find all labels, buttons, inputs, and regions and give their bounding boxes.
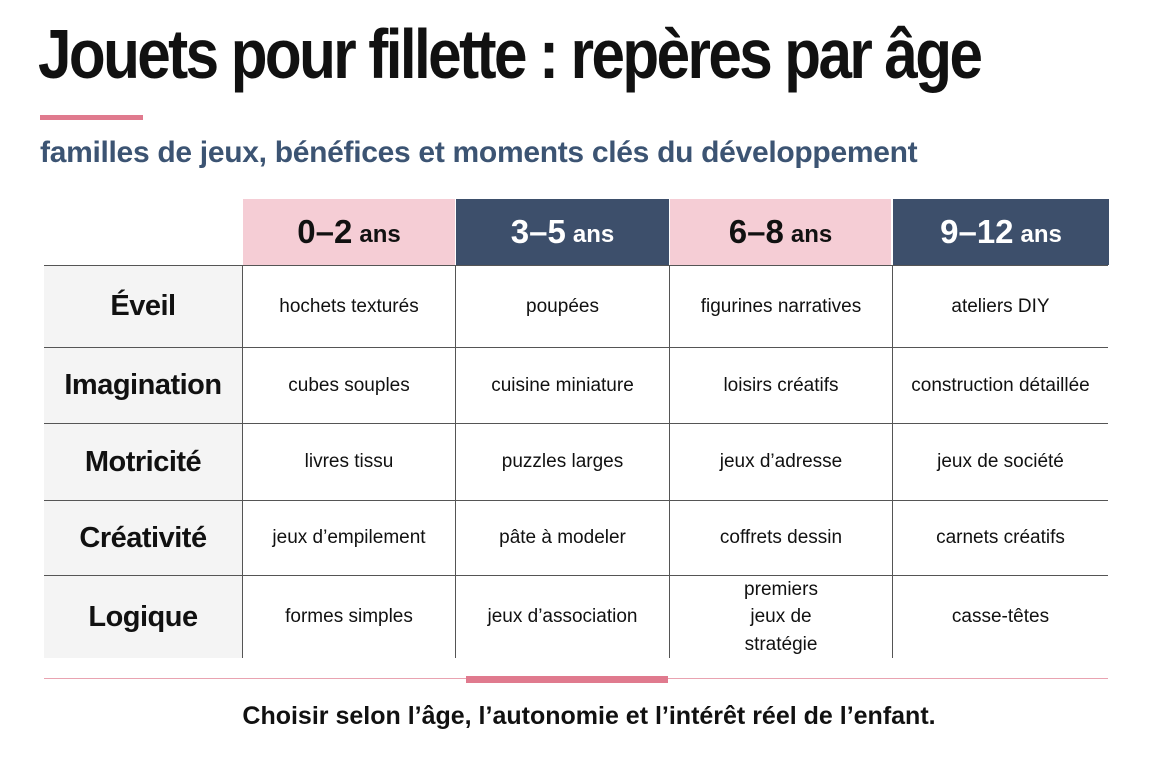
- age-header-6-8: 6–8 ans: [670, 199, 891, 265]
- footer-accent-bar: [466, 676, 668, 683]
- table-cell: ateliers DIY: [951, 295, 1050, 317]
- table-cell: pâte à modeler: [499, 527, 626, 549]
- table-cell: cubes souples: [288, 374, 410, 396]
- table-divider: [892, 265, 893, 658]
- age-unit: ans: [1020, 221, 1062, 248]
- table-cell: formes simples: [285, 606, 413, 628]
- table-rule: [44, 423, 1108, 424]
- age-range: 6–8: [728, 213, 784, 250]
- age-header-0-2: 0–2 ans: [243, 199, 455, 265]
- page-title: Jouets pour fillette : repères par âge: [38, 15, 983, 93]
- table-cell: puzzles larges: [501, 451, 624, 473]
- table-cell: cuisine miniature: [491, 374, 634, 396]
- table-rule: [44, 265, 1108, 266]
- age-range: 9–12: [940, 213, 1014, 250]
- table-cell: jeux d’association: [487, 606, 638, 628]
- table-cell: jeux de société: [937, 451, 1064, 473]
- age-range: 0–2: [297, 213, 353, 250]
- row-label-imagination: Imagination: [44, 348, 242, 423]
- row-label-creativite: Créativité: [44, 501, 242, 575]
- table-cell: poupées: [526, 295, 599, 317]
- table-divider: [455, 265, 456, 658]
- age-unit: ans: [359, 221, 401, 248]
- age-range: 3–5: [510, 213, 566, 250]
- table-divider: [669, 265, 670, 658]
- age-unit: ans: [790, 221, 833, 248]
- age-header-3-5: 3–5 ans: [456, 199, 669, 265]
- table-cell: livres tissu: [304, 451, 394, 473]
- table-cell: hochets texturés: [279, 295, 419, 317]
- table-cell: carnets créatifs: [936, 527, 1065, 549]
- table-cell: jeux d’adresse: [719, 451, 843, 473]
- table-cell: premiers jeux de stratégie: [744, 578, 818, 655]
- table-cell: construction détaillée: [911, 374, 1090, 396]
- table-divider: [242, 265, 243, 658]
- age-header-9-12: 9–12 ans: [893, 199, 1109, 265]
- table-rule: [44, 347, 1108, 348]
- table-cell: coffrets dessin: [719, 527, 843, 549]
- row-label-motricite: Motricité: [44, 424, 242, 500]
- table-rule: [44, 500, 1108, 501]
- age-unit: ans: [572, 221, 615, 248]
- table-cell: figurines narratives: [700, 295, 862, 317]
- row-label-logique: Logique: [44, 576, 242, 658]
- footer-note: Choisir selon l’âge, l’autonomie et l’in…: [242, 702, 936, 730]
- page-subtitle: familles de jeux, bénéfices et moments c…: [40, 136, 918, 169]
- table-cell: casse-têtes: [951, 606, 1050, 628]
- table-cell: jeux d’empilement: [272, 527, 426, 549]
- row-label-eveil: Éveil: [44, 266, 242, 347]
- table-rule: [44, 575, 1108, 576]
- title-underline: [40, 115, 143, 120]
- table-cell: loisirs créatifs: [723, 374, 839, 396]
